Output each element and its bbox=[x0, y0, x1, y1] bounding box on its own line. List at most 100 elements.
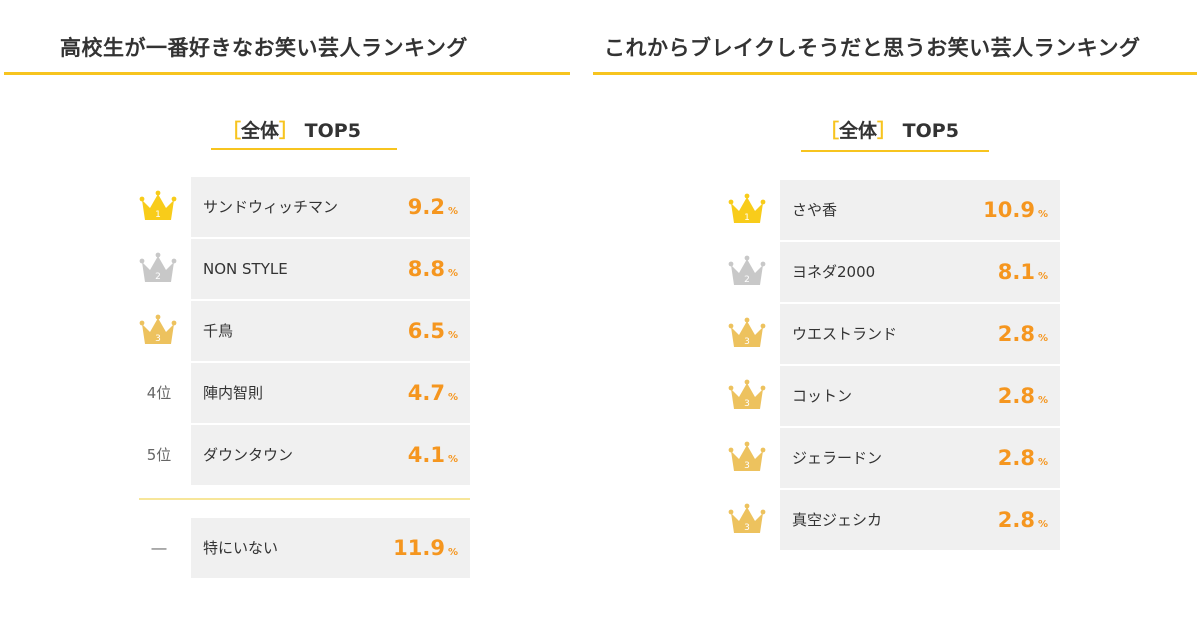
row-cell bbox=[780, 242, 1060, 302]
subtitle: ［全体］ TOP5 bbox=[820, 116, 959, 143]
crown-icon: 3 bbox=[728, 503, 766, 533]
crown-rank-number: 3 bbox=[155, 334, 161, 344]
ranking-title: 高校生が一番好きなお笑い芸人ランキング bbox=[60, 36, 468, 60]
table-row: 1 サンドウィッチマン 9.2% bbox=[0, 177, 580, 237]
percentage-value: 11.9% bbox=[393, 536, 458, 560]
table-row: ― 特にいない 11.9% bbox=[0, 518, 580, 578]
percent-sign: % bbox=[447, 268, 458, 279]
row-cell bbox=[780, 366, 1060, 426]
percent-sign: % bbox=[1037, 271, 1048, 282]
subtitle-underline bbox=[801, 150, 989, 152]
crown-icon: 1 bbox=[139, 190, 177, 220]
rank-label: ― bbox=[151, 539, 167, 557]
percentage-value: 6.5% bbox=[407, 319, 458, 343]
percent-sign: % bbox=[1037, 519, 1048, 530]
entertainer-name: 特にいない bbox=[203, 539, 279, 557]
percent-sign: % bbox=[447, 454, 458, 465]
subtitle-suffix: TOP5 bbox=[902, 120, 959, 142]
percent-sign: % bbox=[447, 206, 458, 217]
crown-rank-number: 3 bbox=[744, 337, 750, 347]
percentage-value: 4.7% bbox=[407, 381, 458, 405]
crown-badge: 3 bbox=[727, 379, 767, 417]
crown-rank-number: 2 bbox=[744, 275, 750, 285]
crown-rank-number: 3 bbox=[744, 461, 750, 471]
row-cell bbox=[191, 425, 470, 485]
percentage-value: 4.1% bbox=[407, 443, 458, 467]
entertainer-name: ジェラードン bbox=[792, 449, 883, 467]
entertainer-name: さや香 bbox=[792, 201, 838, 219]
row-cell bbox=[191, 363, 470, 423]
percentage-value: 9.2% bbox=[407, 195, 458, 219]
entertainer-name: ヨネダ2000 bbox=[792, 263, 876, 281]
subtitle: ［全体］ TOP5 bbox=[222, 116, 361, 143]
divider bbox=[139, 498, 470, 500]
crown-rank-number: 3 bbox=[744, 399, 750, 409]
title-underline bbox=[4, 72, 570, 75]
crown-icon: 3 bbox=[728, 379, 766, 409]
crown-badge: 1 bbox=[138, 190, 178, 228]
table-row: 2 NON STYLE 8.8% bbox=[0, 239, 580, 299]
table-row: 1 さや香 10.9% bbox=[590, 180, 1200, 240]
crown-rank-number: 1 bbox=[744, 213, 750, 223]
entertainer-name: コットン bbox=[792, 387, 853, 405]
crown-badge: 2 bbox=[138, 252, 178, 290]
table-row: 3 真空ジェシカ 2.8% bbox=[590, 490, 1200, 550]
subtitle-label: 全体 bbox=[241, 120, 280, 142]
row-cell bbox=[780, 304, 1060, 364]
row-cell bbox=[780, 180, 1060, 240]
crown-badge: 2 bbox=[727, 255, 767, 293]
rank-label: 5位 bbox=[146, 446, 172, 464]
subtitle-suffix: TOP5 bbox=[304, 120, 361, 142]
percentage-value: 8.1% bbox=[997, 260, 1048, 284]
percent-sign: % bbox=[1037, 395, 1048, 406]
row-cell bbox=[191, 177, 470, 237]
crown-icon: 3 bbox=[139, 314, 177, 344]
row-cell bbox=[191, 518, 470, 578]
percentage-value: 10.9% bbox=[983, 198, 1048, 222]
crown-rank-number: 3 bbox=[744, 523, 750, 533]
table-row: 3 コットン 2.8% bbox=[590, 366, 1200, 426]
subtitle-bracket-open: ［ bbox=[222, 120, 242, 142]
crown-icon: 2 bbox=[139, 252, 177, 282]
crown-badge: 3 bbox=[727, 317, 767, 355]
table-row: 3 千鳥 6.5% bbox=[0, 301, 580, 361]
crown-rank-number: 1 bbox=[155, 210, 161, 220]
crown-rank-number: 2 bbox=[155, 272, 161, 282]
ranking-title: これからブレイクしそうだと思うお笑い芸人ランキング bbox=[604, 36, 1141, 60]
row-cell bbox=[191, 301, 470, 361]
percent-sign: % bbox=[447, 392, 458, 403]
percentage-value: 2.8% bbox=[997, 322, 1048, 346]
subtitle-bracket-close: ］ bbox=[877, 120, 897, 142]
percentage-value: 8.8% bbox=[407, 257, 458, 281]
table-row: 2 ヨネダ2000 8.1% bbox=[590, 242, 1200, 302]
percent-sign: % bbox=[447, 330, 458, 341]
crown-badge: 3 bbox=[727, 503, 767, 541]
table-row: 5位 ダウンタウン 4.1% bbox=[0, 425, 580, 485]
subtitle-bracket-close: ］ bbox=[279, 120, 299, 142]
percentage-value: 2.8% bbox=[997, 384, 1048, 408]
percentage-value: 2.8% bbox=[997, 508, 1048, 532]
entertainer-name: ダウンタウン bbox=[203, 446, 294, 464]
entertainer-name: 陣内智則 bbox=[203, 384, 264, 402]
rank-label: 4位 bbox=[146, 384, 172, 402]
table-row: 3 ウエストランド 2.8% bbox=[590, 304, 1200, 364]
crown-badge: 3 bbox=[138, 314, 178, 352]
percentage-value: 2.8% bbox=[997, 446, 1048, 470]
percent-sign: % bbox=[1037, 333, 1048, 344]
entertainer-name: ウエストランド bbox=[792, 325, 898, 343]
percent-sign: % bbox=[1037, 457, 1048, 468]
entertainer-name: 千鳥 bbox=[203, 322, 234, 340]
entertainer-name: サンドウィッチマン bbox=[203, 198, 339, 216]
subtitle-label: 全体 bbox=[839, 120, 878, 142]
entertainer-name: NON STYLE bbox=[203, 260, 288, 278]
table-row: 4位 陣内智則 4.7% bbox=[0, 363, 580, 423]
crown-icon: 3 bbox=[728, 441, 766, 471]
percent-sign: % bbox=[447, 547, 458, 558]
row-cell bbox=[191, 239, 470, 299]
subtitle-underline bbox=[211, 148, 397, 150]
title-underline bbox=[593, 72, 1197, 75]
crown-icon: 2 bbox=[728, 255, 766, 285]
subtitle-bracket-open: ［ bbox=[820, 120, 840, 142]
crown-badge: 1 bbox=[727, 193, 767, 231]
row-cell bbox=[780, 490, 1060, 550]
